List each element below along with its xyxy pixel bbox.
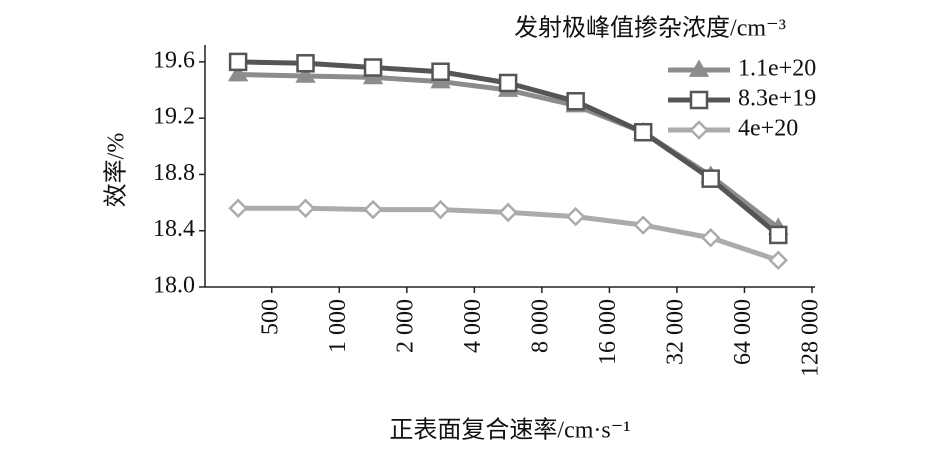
marker (633, 215, 653, 235)
marker (295, 198, 316, 218)
legend-title: 发射极峰值掺杂浓度/cm⁻³ (514, 15, 786, 42)
marker (701, 169, 720, 188)
x-tick-label: 128 000 (798, 299, 824, 377)
x-tick-label: 8 000 (527, 299, 553, 353)
x-tick-label: 32 000 (662, 299, 688, 365)
y-tick-label: 19.6 (153, 47, 195, 73)
y-tick-label: 18.4 (153, 216, 195, 242)
marker (688, 59, 710, 77)
marker (689, 120, 709, 140)
marker (565, 206, 586, 227)
marker (768, 225, 788, 245)
marker (228, 198, 248, 218)
y-tick-label: 19.2 (153, 104, 195, 130)
marker (227, 64, 249, 82)
x-axis-label: 正表面复合速率/cm·s⁻¹ (389, 417, 630, 444)
marker (768, 250, 789, 271)
y-axis-label: 效率/% (103, 133, 130, 208)
marker (295, 65, 316, 83)
marker (700, 227, 721, 248)
marker (228, 52, 248, 72)
marker (296, 54, 315, 73)
marker (498, 73, 518, 93)
legend-label: 1.1e+20 (738, 56, 816, 82)
legend-label: 8.3e+19 (738, 86, 816, 112)
marker (498, 202, 518, 223)
marker (633, 122, 653, 142)
x-tick-label: 500 (257, 299, 283, 335)
x-tick-label: 64 000 (730, 299, 756, 365)
y-tick-label: 18.8 (153, 160, 195, 186)
marker (363, 58, 383, 77)
marker (566, 92, 585, 111)
x-tick-label: 2 000 (392, 299, 418, 353)
x-tick-label: 1 000 (325, 299, 351, 353)
x-tick-label: 4 000 (460, 299, 486, 353)
marker (430, 199, 451, 220)
marker (689, 90, 709, 110)
legend-label: 4e+20 (738, 116, 798, 142)
marker (363, 199, 383, 220)
x-tick-label: 16 000 (595, 299, 621, 365)
marker (431, 62, 450, 81)
y-tick-label: 18.0 (153, 273, 195, 299)
